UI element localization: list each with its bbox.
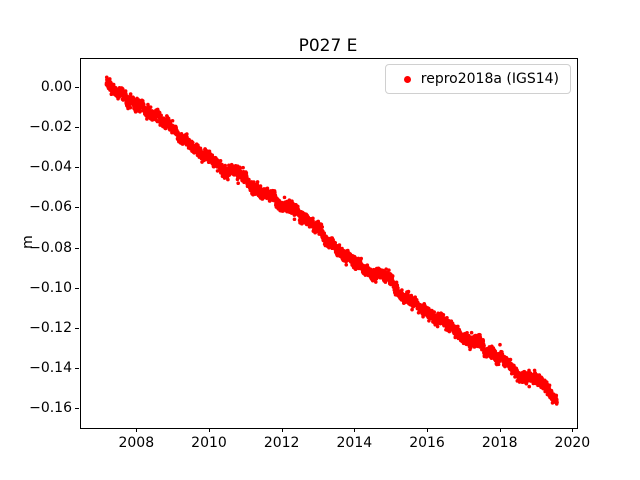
y-tick-label: −0.08 [29,239,72,256]
y-tick-mark [75,327,79,329]
x-tick-label: 2014 [336,435,373,451]
y-tick-mark [75,247,79,249]
x-tick-mark [427,428,429,432]
x-tick-mark [499,428,501,432]
x-tick-label: 2012 [263,435,300,451]
x-tick-mark [354,428,356,432]
x-tick-label: 2010 [191,435,227,451]
y-tick-label: −0.04 [29,159,72,176]
chart-title: P027 E [298,36,358,56]
x-tick-mark [136,428,138,432]
y-tick-label: −0.14 [29,359,72,376]
plot-area: repro2018a (IGS14) [80,58,578,429]
x-tick-mark [281,428,283,432]
y-tick-mark [75,167,79,169]
y-tick-label: −0.10 [29,279,72,296]
x-tick-label: 2020 [554,435,591,451]
y-tick-mark [75,127,79,129]
y-tick-label: 0.00 [40,79,72,96]
y-tick-mark [75,87,79,89]
y-tick-mark [75,287,79,289]
y-tick-mark [75,407,79,409]
y-tick-label: −0.02 [29,119,72,136]
y-tick-mark [75,207,79,209]
y-tick-mark [75,367,79,369]
y-tick-label: −0.06 [29,199,72,216]
legend-label: repro2018a (IGS14) [420,71,559,87]
y-tick-label: −0.16 [29,399,72,416]
scatter-canvas [81,59,577,428]
x-tick-label: 2008 [118,435,155,451]
y-tick-label: −0.12 [29,319,72,336]
x-tick-label: 2016 [409,435,445,451]
x-tick-mark [572,428,574,432]
x-tick-label: 2018 [481,435,518,451]
legend: repro2018a (IGS14) [384,64,571,94]
legend-marker-dot [403,75,411,83]
x-tick-mark [208,428,210,432]
